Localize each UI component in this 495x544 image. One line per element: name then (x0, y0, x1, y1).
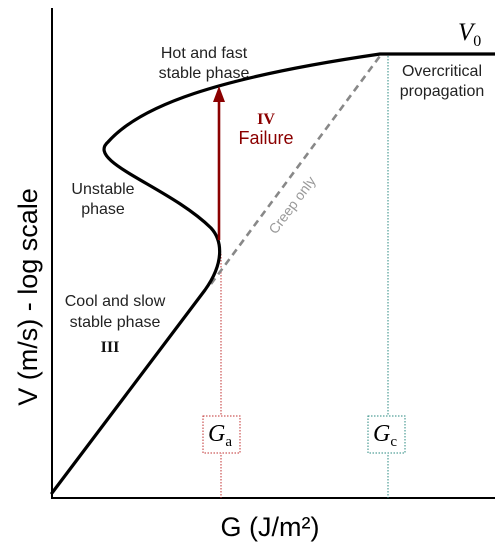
gc-base: G (373, 421, 390, 447)
phase-iii-label: III (101, 339, 120, 356)
overcritical-label-line2: propagation (400, 83, 485, 100)
x-axis-label: G (J/m²) (221, 512, 320, 542)
unstable-label-line2: phase (81, 201, 125, 218)
ga-label-box (202, 415, 241, 454)
v0-label: V0 (458, 19, 481, 50)
ga-label: Ga (208, 421, 232, 450)
failure-label: Failure (238, 128, 293, 148)
v0-sub: 0 (473, 33, 481, 50)
phase-iv-label: IV (257, 111, 275, 128)
overcritical-label-line1: Overcritical (402, 63, 482, 80)
unstable-label-line1: Unstable (71, 181, 134, 198)
ga-sub: a (225, 434, 232, 450)
ga-base: G (208, 421, 225, 447)
cool-phase-label-line2: stable phase (70, 314, 161, 331)
gc-sub: c (390, 434, 397, 450)
v0-base: V (458, 19, 476, 46)
creep-only-line (209, 55, 382, 285)
cool-phase-label-line1: Cool and slow (65, 293, 166, 310)
gc-label: Gc (373, 421, 397, 450)
velocity-curve (50, 52, 495, 495)
y-axis-label: V (m/s) - log scale (13, 188, 43, 406)
creep-only-label: Creep only (265, 173, 319, 237)
hot-phase-label-line1: Hot and fast (161, 45, 248, 62)
hot-phase-label-line2: stable phase (159, 65, 250, 82)
gc-label-box (367, 415, 406, 454)
failure-arrow-head (213, 86, 225, 102)
